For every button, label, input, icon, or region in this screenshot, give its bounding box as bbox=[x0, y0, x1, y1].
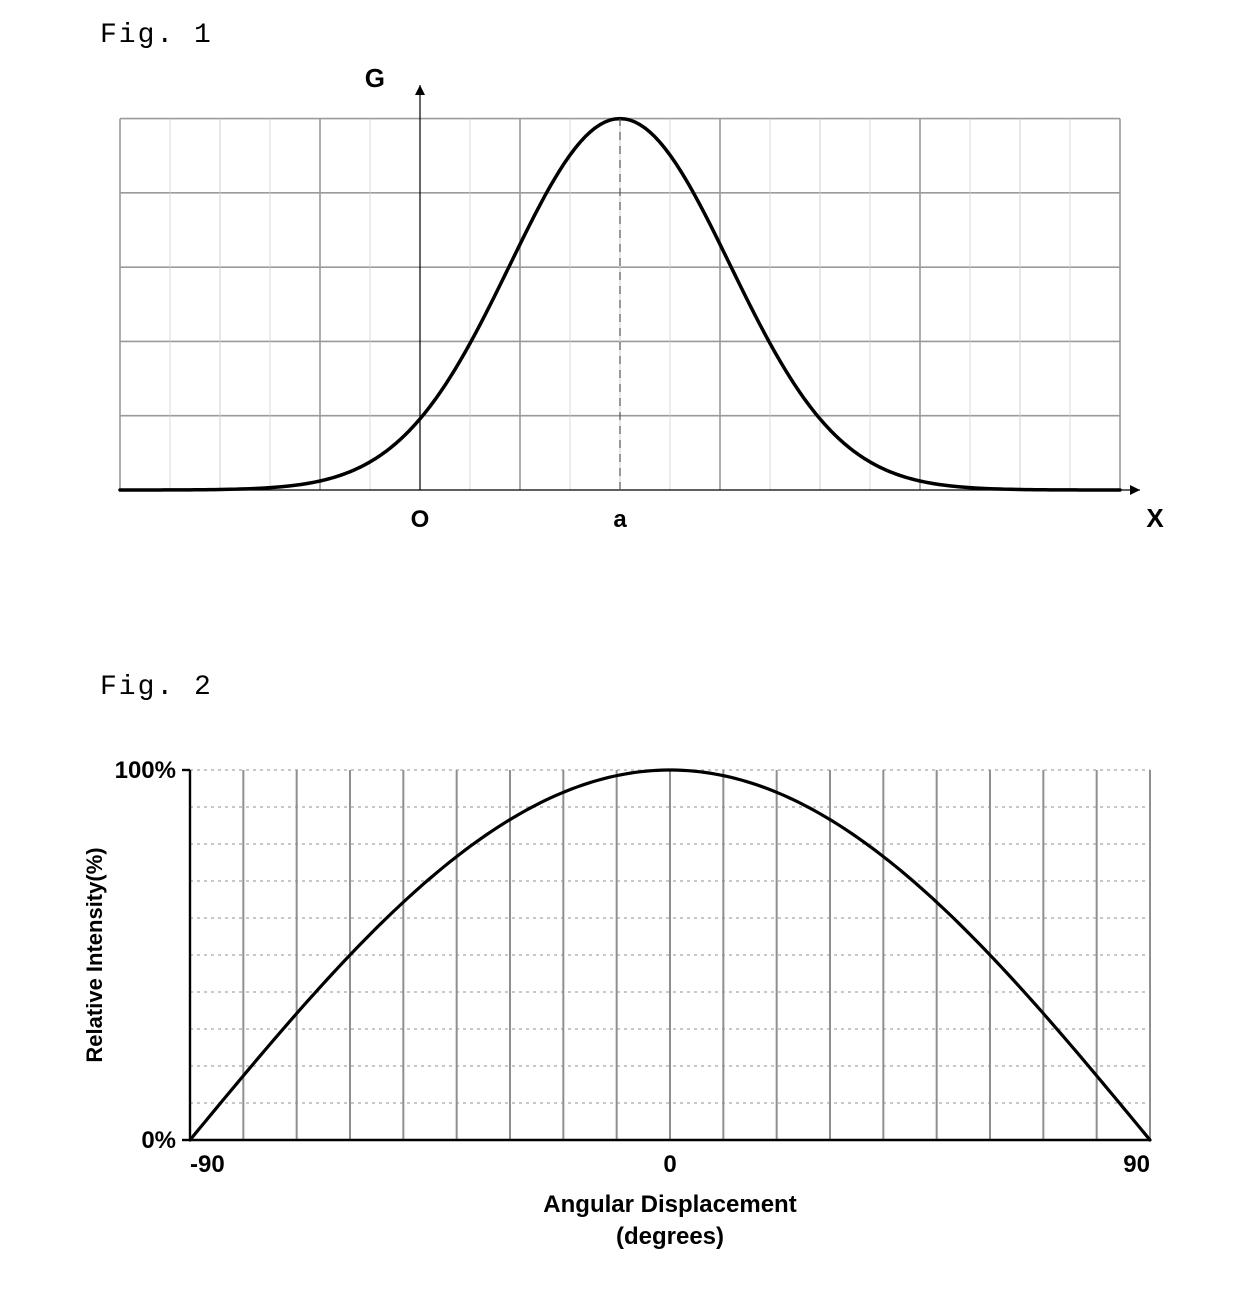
fig1-caption: Fig. 1 bbox=[100, 20, 213, 51]
fig2-xlabel-line2: (degrees) bbox=[616, 1223, 724, 1250]
fig2-xtick-90: 90 bbox=[1123, 1151, 1150, 1178]
fig1-label-a: a bbox=[613, 506, 627, 533]
page: Fig. 1 G Oa X Fig. 2 100% 0% -90 0 90 Relative … bbox=[0, 0, 1240, 1307]
fig2-caption: Fig. 2 bbox=[100, 672, 213, 703]
fig1-label-X: X bbox=[1146, 503, 1164, 533]
fig2-ytick-0: 0% bbox=[141, 1127, 176, 1154]
fig2-xtick-0: 0 bbox=[663, 1151, 676, 1178]
fig1-label-G: G bbox=[365, 63, 385, 93]
fig2-xlabel-line1: Angular Displacement bbox=[543, 1191, 796, 1218]
fig2-xtick--90: -90 bbox=[190, 1151, 225, 1178]
fig2-ytick-100: 100% bbox=[115, 757, 176, 784]
fig1-label-O: O bbox=[411, 506, 430, 533]
fig2-ylabel: Relative Intensity(%) bbox=[82, 847, 107, 1062]
fig2-chart: 100% 0% -90 0 90 Relative Intensity(%) Angular… bbox=[60, 720, 1180, 1280]
fig1-chart: G Oa X bbox=[60, 60, 1180, 580]
